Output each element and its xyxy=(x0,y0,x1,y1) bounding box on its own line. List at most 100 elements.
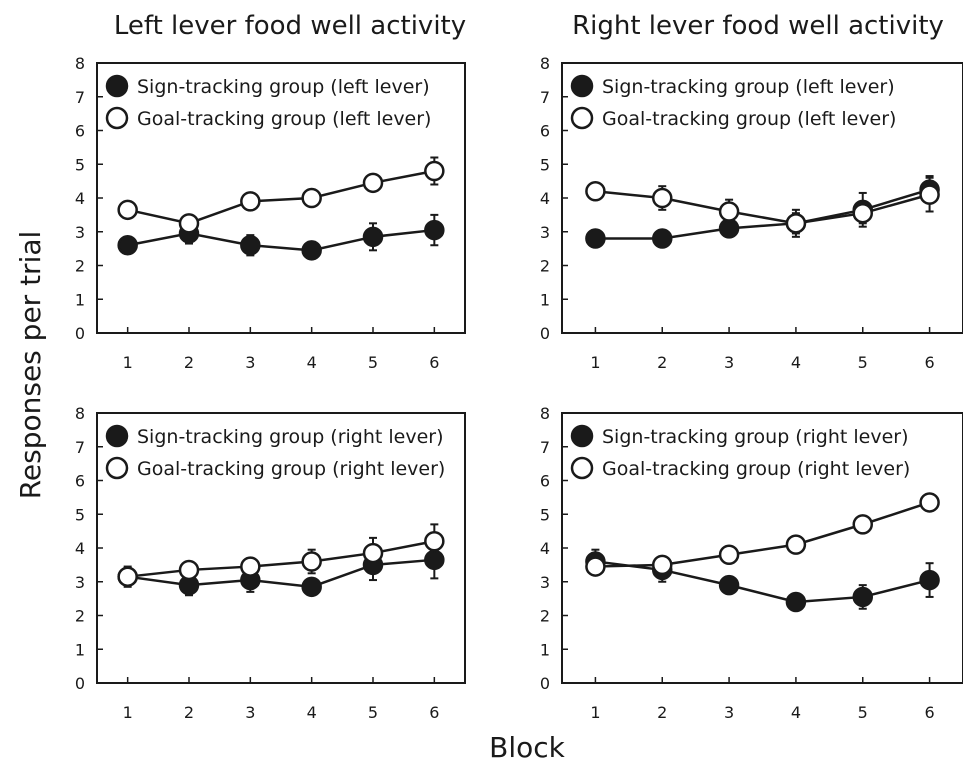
data-point xyxy=(652,228,673,249)
data-point xyxy=(424,219,445,241)
x-tick-label: 5 xyxy=(368,703,378,722)
legend: Sign-tracking group (right lever) Goal-tr… xyxy=(570,424,910,480)
plot-frame xyxy=(96,412,466,684)
series-goal-tracking xyxy=(117,523,445,587)
data-point xyxy=(117,566,138,587)
legend-marker xyxy=(570,74,594,98)
x-tick-label: 3 xyxy=(245,703,255,722)
x-tick-label: 5 xyxy=(858,703,868,722)
x-tick-label: 1 xyxy=(590,703,600,722)
data-point xyxy=(652,187,673,209)
x-tick-label: 3 xyxy=(245,353,255,372)
y-tick-label: 6 xyxy=(75,472,85,491)
legend-marker xyxy=(105,74,129,98)
data-point xyxy=(424,531,445,552)
data-point xyxy=(718,544,740,565)
x-tick-label: 5 xyxy=(368,353,378,372)
series-line xyxy=(127,558,435,589)
y-tick-label: 1 xyxy=(75,640,85,659)
x-tick-label: 2 xyxy=(184,703,194,722)
data-point xyxy=(117,199,138,221)
chart-panel-1: 0 1 2 3 4 5 6 7 8 1 2 3 4 5 6 Sign-tracking group (left… xyxy=(75,54,466,372)
data-point xyxy=(240,556,261,577)
chart-panels: 0 1 2 3 4 5 6 7 8 1 2 3 4 5 6 Sign-tracking group (left… xyxy=(75,54,963,722)
data-point xyxy=(301,240,322,261)
y-tick-label: 4 xyxy=(540,189,550,208)
x-tick-label: 2 xyxy=(657,353,667,372)
legend: Sign-tracking group (left lever) Goal-tra… xyxy=(570,74,896,130)
data-point xyxy=(362,542,384,564)
y-tick-label: 1 xyxy=(540,640,550,659)
legend-marker xyxy=(105,106,129,130)
y-tick-label: 0 xyxy=(540,674,550,693)
y-axis-title: Responses per trial xyxy=(14,231,47,500)
y-tick-label: 2 xyxy=(540,607,550,626)
y-tick-label: 8 xyxy=(540,404,550,423)
chart-panel-2: 0 1 2 3 4 5 6 7 8 1 2 3 4 5 6 Sign-tracking group (left… xyxy=(540,54,963,372)
series-sign-tracking xyxy=(117,213,445,261)
series-goal-tracking xyxy=(585,176,940,235)
series-line xyxy=(127,228,435,252)
data-point xyxy=(852,202,873,224)
legend-marker xyxy=(105,456,129,480)
x-axis-title: Block xyxy=(489,731,566,763)
data-point xyxy=(785,534,807,555)
data-point xyxy=(785,213,807,234)
x-tick-label: 4 xyxy=(791,353,801,372)
data-point xyxy=(585,181,606,202)
y-tick-label: 6 xyxy=(540,122,550,141)
data-point xyxy=(652,554,673,576)
y-tick-label: 1 xyxy=(75,290,85,309)
x-tick-label: 6 xyxy=(924,703,934,722)
plot-frame xyxy=(96,62,466,334)
y-tick-label: 8 xyxy=(540,54,550,73)
data-point xyxy=(362,172,384,194)
y-tick-label: 2 xyxy=(540,257,550,276)
legend-label: Sign-tracking group (left lever) xyxy=(602,76,895,98)
y-tick-label: 0 xyxy=(540,324,550,343)
data-point xyxy=(785,591,807,613)
legend: Sign-tracking group (right lever) Goal-tr… xyxy=(105,424,445,480)
y-tick-label: 5 xyxy=(75,155,85,174)
x-tick-label: 6 xyxy=(429,353,439,372)
chart-panel-4: 0 1 2 3 4 5 6 7 8 1 2 3 4 5 6 Sign-tracking group (righ… xyxy=(540,404,963,722)
data-point xyxy=(301,187,322,209)
legend-label: Goal-tracking group (right lever) xyxy=(137,458,445,480)
series-goal-tracking xyxy=(585,492,940,577)
y-tick-label: 5 xyxy=(540,505,550,524)
series-line xyxy=(127,169,435,225)
x-tick-label: 3 xyxy=(724,353,734,372)
legend: Sign-tracking group (left lever) Goal-tra… xyxy=(105,74,431,130)
series-line xyxy=(595,501,930,568)
legend-label: Sign-tracking group (right lever) xyxy=(602,426,909,448)
data-point xyxy=(240,191,261,212)
legend-label: Sign-tracking group (left lever) xyxy=(137,76,430,98)
series-line xyxy=(127,540,435,578)
series-sign-tracking xyxy=(117,540,445,598)
x-tick-label: 2 xyxy=(184,353,194,372)
legend-marker xyxy=(570,106,594,130)
legend-label: Goal-tracking group (left lever) xyxy=(602,108,896,130)
y-tick-label: 7 xyxy=(75,88,85,107)
y-tick-label: 6 xyxy=(75,122,85,141)
plot-frame xyxy=(561,412,963,684)
y-tick-label: 4 xyxy=(75,539,85,558)
legend-label: Sign-tracking group (right lever) xyxy=(137,426,444,448)
data-point xyxy=(301,551,322,572)
data-point xyxy=(178,559,200,581)
y-tick-label: 1 xyxy=(540,290,550,309)
y-tick-label: 8 xyxy=(75,404,85,423)
data-point xyxy=(718,201,740,222)
data-point xyxy=(852,514,873,535)
x-tick-label: 3 xyxy=(724,703,734,722)
series-sign-tracking xyxy=(585,548,940,613)
x-tick-label: 4 xyxy=(791,703,801,722)
data-point xyxy=(362,226,384,248)
x-tick-label: 1 xyxy=(590,353,600,372)
right-column-title: Right lever food well activity xyxy=(572,11,944,41)
legend-label: Goal-tracking group (right lever) xyxy=(602,458,910,480)
y-tick-label: 4 xyxy=(540,539,550,558)
x-tick-label: 4 xyxy=(307,703,317,722)
y-tick-label: 3 xyxy=(540,573,550,592)
